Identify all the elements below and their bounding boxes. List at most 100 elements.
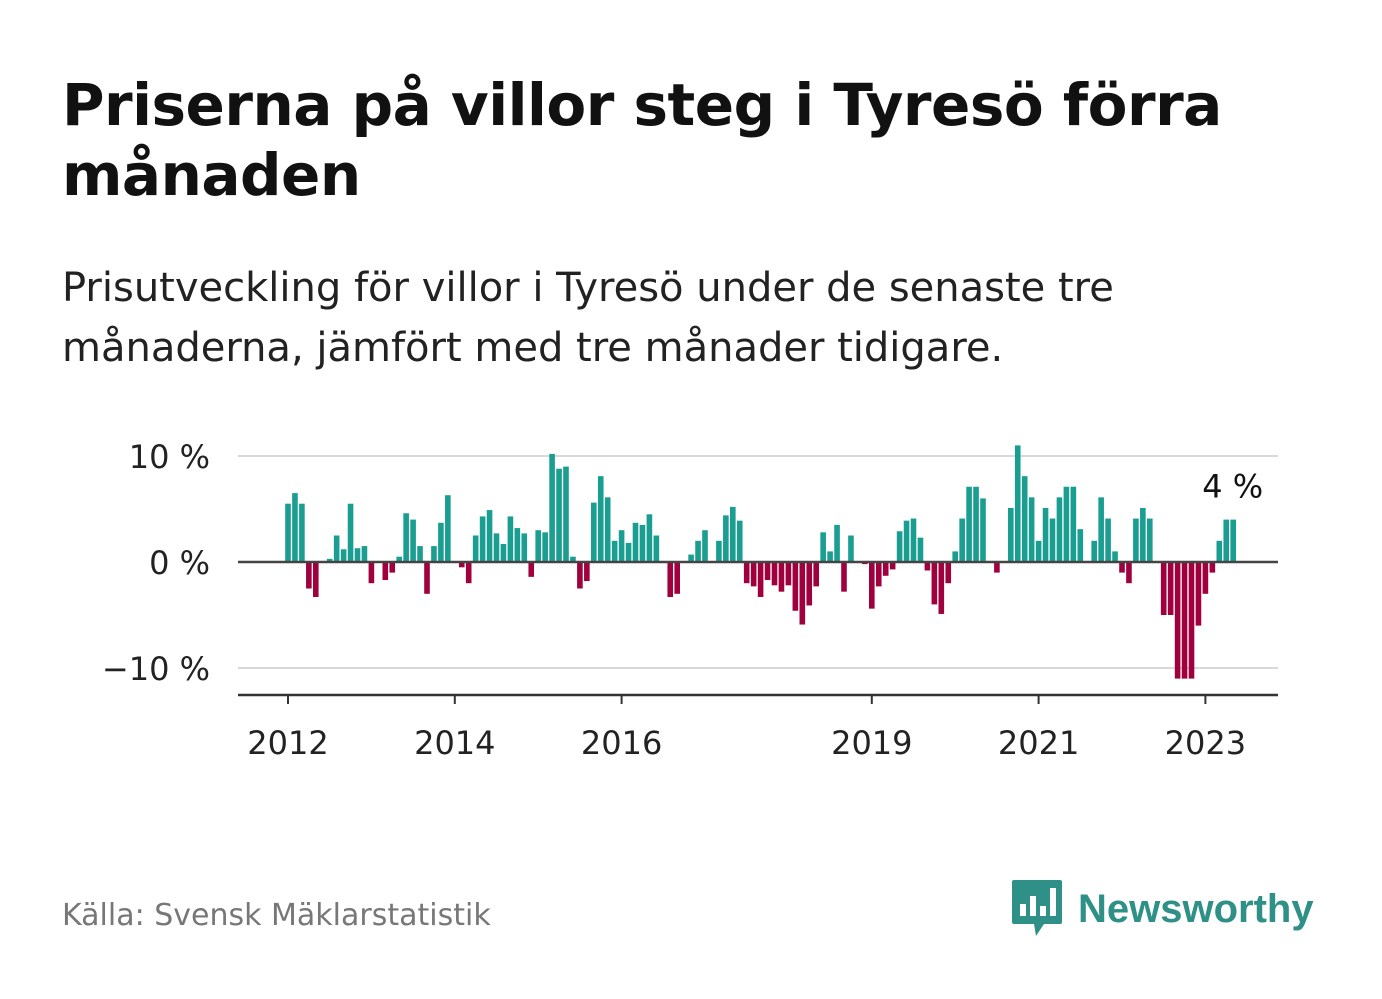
- bar: [611, 540, 618, 562]
- bar: [577, 562, 583, 589]
- bar: [584, 562, 590, 582]
- bar: [1112, 551, 1118, 562]
- bar: [869, 562, 875, 609]
- bar: [1181, 562, 1188, 679]
- bar: [730, 506, 736, 562]
- bar: [458, 562, 465, 568]
- bar: [764, 562, 771, 581]
- bar: [924, 562, 931, 571]
- bar: [1008, 507, 1014, 562]
- bar: [479, 516, 486, 562]
- bar: [306, 562, 312, 589]
- bar: [973, 486, 979, 562]
- bar: [632, 522, 639, 562]
- bar: [1070, 486, 1077, 562]
- bar: [702, 530, 708, 562]
- brand-name: Newsworthy: [1078, 886, 1314, 931]
- bar: [410, 519, 416, 562]
- bar: [549, 453, 555, 562]
- bar: [417, 546, 423, 562]
- x-tick-label: 2019: [831, 724, 912, 762]
- bar: [1216, 540, 1223, 562]
- bar: [570, 556, 576, 562]
- bar: [285, 503, 291, 562]
- bar: [465, 562, 472, 584]
- bar: [597, 476, 604, 562]
- bar: [1140, 507, 1146, 562]
- bar: [827, 551, 833, 562]
- bar: [340, 549, 347, 562]
- bar: [639, 524, 646, 562]
- newsworthy-logo[interactable]: Newsworthy: [1010, 878, 1314, 940]
- bar: [848, 535, 854, 562]
- bar: [382, 562, 389, 581]
- bar: [472, 535, 479, 562]
- bar: [542, 532, 548, 562]
- bar: [1174, 562, 1181, 679]
- bar: [1056, 497, 1063, 562]
- bar: [1077, 529, 1084, 562]
- bar: [431, 546, 437, 562]
- bar: [646, 514, 653, 562]
- bar: [980, 498, 986, 562]
- bar: [882, 562, 889, 576]
- x-tick-label: 2021: [998, 724, 1079, 762]
- bar: [1126, 562, 1132, 584]
- bar: [1014, 445, 1021, 562]
- bar: [1035, 540, 1042, 562]
- bar: [313, 562, 319, 597]
- source-note: Källa: Svensk Mäklarstatistik: [62, 898, 491, 933]
- y-tick-label: 10 %: [129, 438, 210, 476]
- bar: [959, 518, 965, 562]
- x-tick-label: 2012: [247, 724, 328, 762]
- bar: [403, 513, 409, 562]
- bar: [778, 562, 785, 592]
- bar: [736, 520, 743, 562]
- bar: [945, 562, 952, 584]
- bar: [1160, 562, 1167, 615]
- bar: [1119, 562, 1125, 573]
- bar: [299, 503, 305, 562]
- bar: [1195, 562, 1202, 626]
- bar: [333, 535, 340, 562]
- bar: [389, 562, 396, 573]
- bar: [486, 510, 493, 562]
- bar: [813, 562, 819, 587]
- bar: [792, 562, 799, 611]
- bar: [1223, 519, 1230, 562]
- last-value-label: 4 %: [1202, 468, 1263, 506]
- bar: [1042, 507, 1049, 562]
- bar: [785, 562, 792, 586]
- x-tick-label: 2014: [414, 724, 495, 762]
- bar: [424, 562, 430, 594]
- bar: [994, 562, 1000, 573]
- bar: [604, 497, 611, 562]
- bar: [563, 466, 569, 562]
- bar: [889, 562, 896, 570]
- bar: [806, 562, 813, 606]
- bar: [535, 530, 541, 562]
- bar: [743, 562, 750, 584]
- bar: [771, 562, 778, 586]
- bar: [910, 518, 917, 562]
- bar: [688, 554, 694, 562]
- chart-title: Priserna på villor steg i Tyresö förra m…: [62, 71, 1222, 209]
- bar: [653, 535, 660, 562]
- bar: [952, 551, 958, 562]
- bar: [674, 562, 680, 594]
- bar: [917, 537, 924, 562]
- bar: [618, 530, 625, 562]
- bar: [896, 531, 903, 562]
- y-tick-label: 0 %: [149, 544, 210, 582]
- y-tick-label: −10 %: [102, 650, 210, 688]
- chart-subtitle: Prisutveckling för villor i Tyresö under…: [62, 265, 1114, 371]
- bar: [1209, 562, 1216, 573]
- bar: [521, 533, 528, 562]
- bar: [361, 546, 368, 562]
- bar: [528, 562, 535, 577]
- bar: [695, 540, 701, 562]
- bar: [292, 493, 298, 562]
- newsworthy-chart-icon: [1012, 880, 1062, 936]
- bar: [931, 562, 938, 605]
- bar: [514, 528, 521, 562]
